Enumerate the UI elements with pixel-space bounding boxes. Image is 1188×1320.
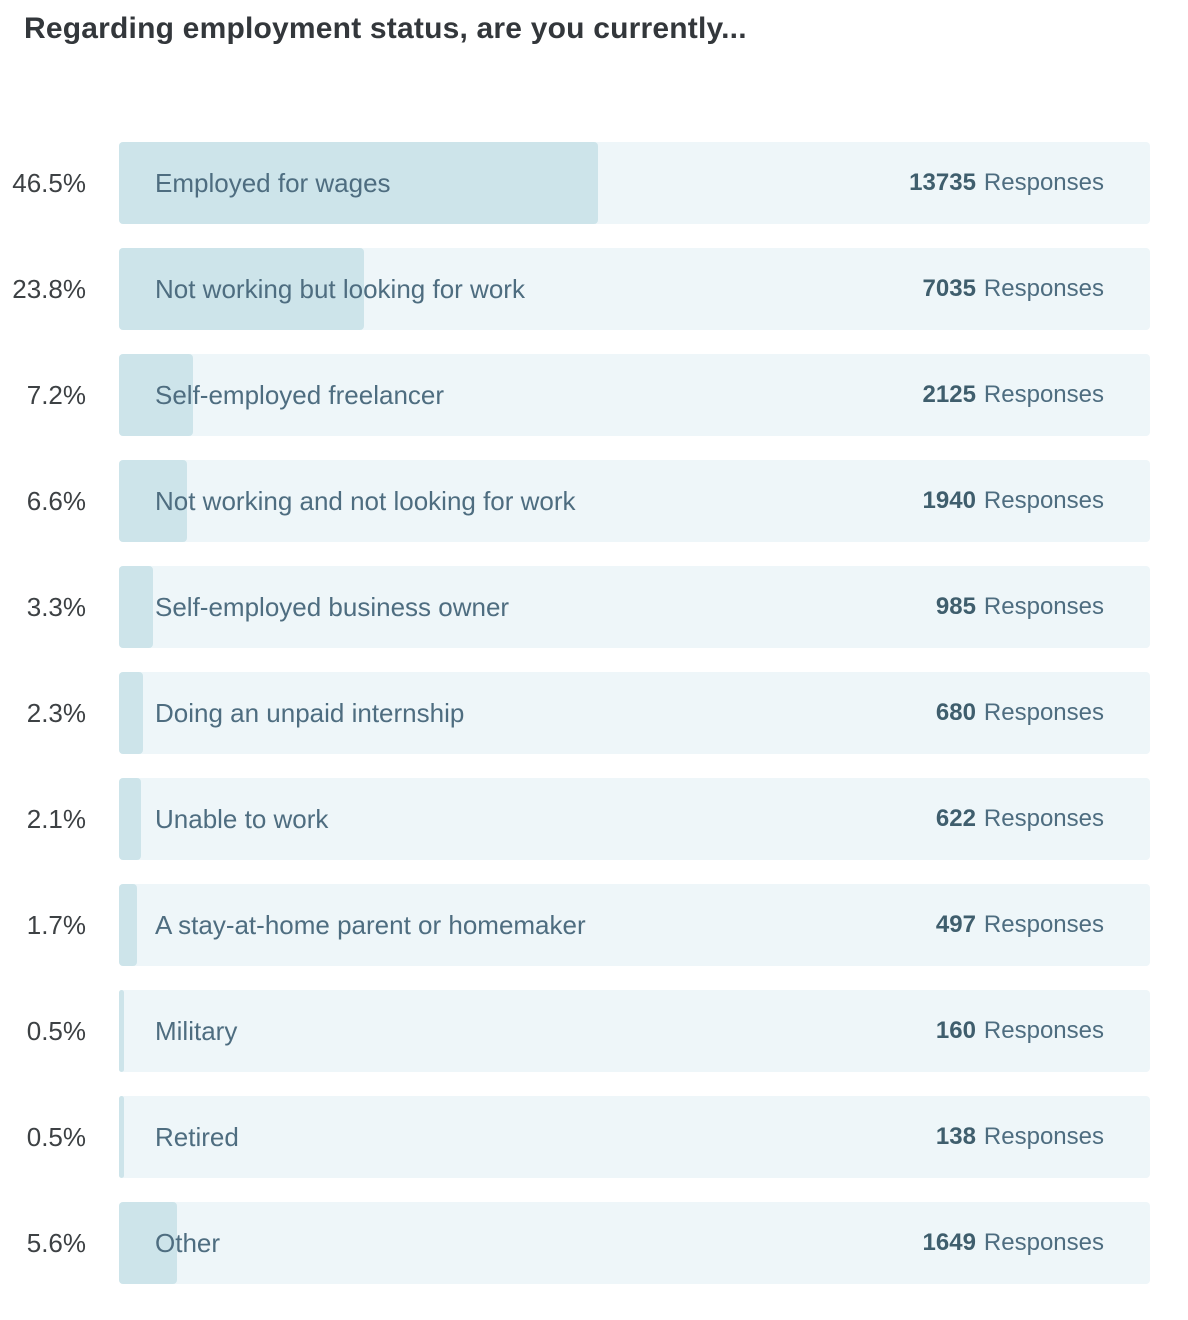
category-label: Doing an unpaid internship: [155, 697, 465, 728]
responses-cell: 7035 Responses: [923, 248, 1104, 330]
table-row: 7.2% Self-employed freelancer 2125 Respo…: [0, 354, 1150, 436]
bar-fill: [119, 142, 599, 224]
responses-cell: 985 Responses: [936, 566, 1104, 648]
bar-fill: [119, 354, 194, 436]
table-row: 46.5% Employed for wages 13735 Responses: [0, 142, 1150, 224]
responses-cell: 138 Responses: [936, 1096, 1104, 1178]
responses-cell: 622 Responses: [936, 778, 1104, 860]
percent-label: 23.8%: [12, 273, 86, 304]
category-label: Military: [155, 1015, 238, 1046]
category-label: Self-employed freelancer: [155, 379, 445, 410]
responses-suffix: Responses: [983, 911, 1104, 938]
bar-track: Unable to work 622 Responses: [119, 778, 1150, 860]
response-count: 680: [935, 699, 976, 726]
bar-track: Retired 138 Responses: [119, 1096, 1150, 1178]
responses-cell: 680 Responses: [936, 672, 1104, 754]
category-label: Not working and not looking for work: [155, 485, 576, 516]
page-title: Regarding employment status, are you cur…: [24, 12, 747, 45]
percent-label: 0.5%: [26, 1121, 86, 1152]
percent-label: 2.1%: [26, 803, 86, 834]
table-row: 6.6% Not working and not looking for wor…: [0, 460, 1150, 542]
bar-fill: [119, 248, 365, 330]
percent-label: 1.7%: [26, 909, 86, 940]
bar-fill: [119, 990, 125, 1072]
table-row: 2.1% Unable to work 622 Responses: [0, 778, 1150, 860]
table-row: 23.8% Not working but looking for work 7…: [0, 248, 1150, 330]
bar-track: Military 160 Responses: [119, 990, 1150, 1072]
table-row: 0.5% Retired 138 Responses: [0, 1096, 1150, 1178]
response-count: 138: [935, 1123, 976, 1150]
percent-label: 2.3%: [26, 697, 86, 728]
responses-suffix: Responses: [983, 275, 1104, 302]
responses-cell: 160 Responses: [936, 990, 1104, 1072]
bar-track: Self-employed freelancer 2125 Responses: [119, 354, 1150, 436]
bar-fill: [119, 566, 154, 648]
responses-cell: 13735 Responses: [909, 142, 1104, 224]
responses-suffix: Responses: [983, 593, 1104, 620]
responses-suffix: Responses: [983, 1123, 1104, 1150]
bar-fill: [119, 672, 143, 754]
bar-fill: [119, 460, 188, 542]
percent-label: 6.6%: [26, 485, 86, 516]
bar-track: Not working but looking for work 7035 Re…: [119, 248, 1150, 330]
responses-cell: 497 Responses: [936, 884, 1104, 966]
category-label: A stay-at-home parent or homemaker: [155, 909, 586, 940]
percent-label: 0.5%: [26, 1015, 86, 1046]
category-label: Other: [155, 1227, 221, 1258]
responses-suffix: Responses: [983, 1229, 1104, 1256]
bar-fill: [119, 778, 141, 860]
category-label: Not working but looking for work: [155, 273, 525, 304]
responses-suffix: Responses: [983, 169, 1104, 196]
response-count: 13735: [909, 169, 976, 196]
bar-track: Doing an unpaid internship 680 Responses: [119, 672, 1150, 754]
percent-label: 3.3%: [26, 591, 86, 622]
bar-track: Other 1649 Responses: [119, 1202, 1150, 1284]
bar-track: Not working and not looking for work 194…: [119, 460, 1150, 542]
response-count: 985: [935, 593, 976, 620]
responses-cell: 1649 Responses: [923, 1202, 1104, 1284]
response-count: 622: [935, 805, 976, 832]
table-row: 0.5% Military 160 Responses: [0, 990, 1150, 1072]
responses-cell: 2125 Responses: [923, 354, 1104, 436]
response-count: 497: [935, 911, 976, 938]
category-label: Self-employed business owner: [155, 591, 510, 622]
bar-fill: [119, 1202, 177, 1284]
responses-suffix: Responses: [983, 487, 1104, 514]
responses-cell: 1940 Responses: [923, 460, 1104, 542]
responses-suffix: Responses: [983, 1017, 1104, 1044]
percent-label: 5.6%: [26, 1227, 86, 1258]
response-count: 2125: [922, 381, 976, 408]
percent-label: 7.2%: [26, 379, 86, 410]
table-row: 2.3% Doing an unpaid internship 680 Resp…: [0, 672, 1150, 754]
response-count: 1649: [922, 1229, 976, 1256]
table-row: 3.3% Self-employed business owner 985 Re…: [0, 566, 1150, 648]
response-count: 1940: [922, 487, 976, 514]
responses-suffix: Responses: [983, 699, 1104, 726]
response-count: 160: [935, 1017, 976, 1044]
table-row: 5.6% Other 1649 Responses: [0, 1202, 1150, 1284]
percent-label: 46.5%: [12, 167, 86, 198]
bar-fill: [119, 884, 137, 966]
response-count: 7035: [922, 275, 976, 302]
category-label: Employed for wages: [155, 167, 391, 198]
bar-track: A stay-at-home parent or homemaker 497 R…: [119, 884, 1150, 966]
table-row: 1.7% A stay-at-home parent or homemaker …: [0, 884, 1150, 966]
bar-track: Employed for wages 13735 Responses: [119, 142, 1150, 224]
bar-fill: [119, 1096, 125, 1178]
category-label: Unable to work: [155, 803, 329, 834]
responses-suffix: Responses: [983, 381, 1104, 408]
bar-track: Self-employed business owner 985 Respons…: [119, 566, 1150, 648]
bar-chart: 46.5% Employed for wages 13735 Responses…: [0, 142, 1188, 1284]
responses-suffix: Responses: [983, 805, 1104, 832]
category-label: Retired: [155, 1121, 239, 1152]
